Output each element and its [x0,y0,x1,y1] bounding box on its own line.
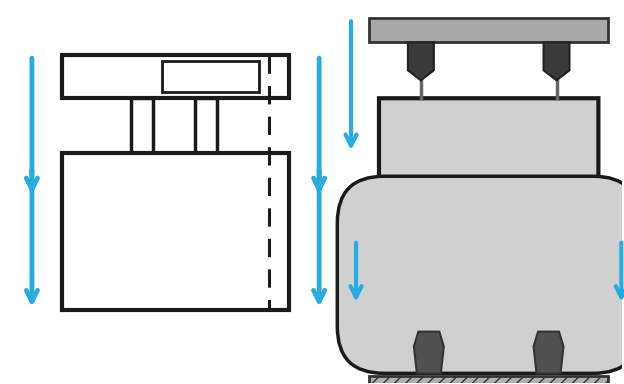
Polygon shape [379,98,598,283]
Bar [62,153,289,310]
Polygon shape [414,332,444,374]
Bar [162,61,260,92]
Polygon shape [408,42,434,80]
Bar [369,18,608,42]
Bar [369,376,608,384]
Bar [62,55,289,98]
Bar [130,98,153,153]
Bar [195,98,217,153]
FancyBboxPatch shape [338,176,624,373]
Polygon shape [534,332,563,374]
Polygon shape [544,42,570,80]
